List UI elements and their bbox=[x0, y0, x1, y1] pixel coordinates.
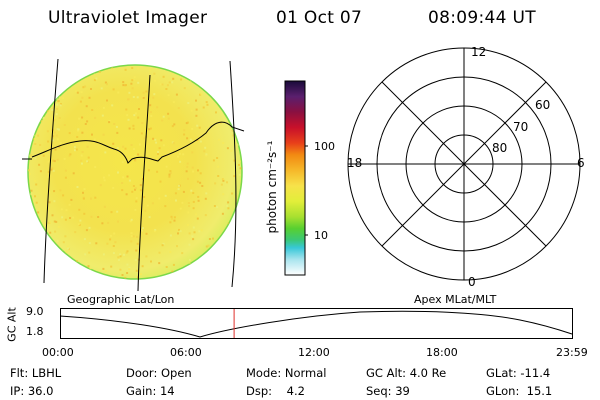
timeline-x-tick: 06:00 bbox=[170, 346, 202, 359]
status-filter: Flt: LBHL bbox=[10, 366, 62, 380]
colorbar-tick: 10 bbox=[314, 229, 328, 242]
polar-plot bbox=[347, 47, 581, 281]
mlt-label-bottom: 0 bbox=[468, 275, 476, 289]
timeline-x-tick: 18:00 bbox=[426, 346, 458, 359]
mlt-label-left: 18 bbox=[347, 156, 363, 170]
longitude-line bbox=[137, 74, 151, 292]
status-gain: Gain: 14 bbox=[126, 384, 175, 398]
uv-earth-image bbox=[22, 58, 245, 292]
page-title: Ultraviolet Imager bbox=[48, 8, 208, 28]
status-seq: Seq: 39 bbox=[366, 384, 410, 398]
longitude-line bbox=[43, 58, 59, 284]
colorbar-tick: 100 bbox=[314, 140, 335, 153]
latitude-line bbox=[22, 121, 245, 164]
timeline-x-tick: 12:00 bbox=[298, 346, 330, 359]
timeline-y-axis-label: GC Alt bbox=[5, 307, 19, 342]
mlat-label: 80 bbox=[492, 141, 508, 155]
timeline-x-tick: 00:00 bbox=[42, 346, 74, 359]
timeline-x-tick: 23:59 bbox=[556, 346, 588, 359]
status-dsp: Dsp: 4.2 bbox=[246, 384, 305, 398]
status-gc-alt: GC Alt: 4.0 Re bbox=[366, 366, 447, 380]
header-time: 08:09:44 UT bbox=[428, 8, 536, 28]
status-door: Door: Open bbox=[126, 366, 192, 380]
geographic-label: Geographic Lat/Lon bbox=[67, 293, 175, 306]
longitude-line bbox=[229, 60, 237, 288]
timeline-plot bbox=[60, 308, 573, 339]
mlat-label: 60 bbox=[535, 98, 551, 112]
altitude-curve bbox=[60, 310, 573, 338]
status-glon: GLon: 15.1 bbox=[486, 384, 553, 398]
apex-label: Apex MLat/MLT bbox=[414, 293, 497, 306]
mlt-label-right: 6 bbox=[577, 156, 585, 170]
colorbar bbox=[284, 80, 308, 276]
colorbar-unit-label: photon cm⁻²s⁻¹ bbox=[265, 140, 279, 234]
timeline-y-tick: 9.0 bbox=[26, 305, 44, 318]
status-ip: IP: 36.0 bbox=[10, 384, 54, 398]
mlat-label: 70 bbox=[513, 120, 529, 134]
mlt-label-top: 12 bbox=[471, 45, 487, 59]
timeline-y-tick: 1.8 bbox=[26, 325, 44, 338]
status-mode: Mode: Normal bbox=[246, 366, 327, 380]
status-glat: GLat: -11.4 bbox=[486, 366, 551, 380]
header-date: 01 Oct 07 bbox=[276, 8, 363, 28]
